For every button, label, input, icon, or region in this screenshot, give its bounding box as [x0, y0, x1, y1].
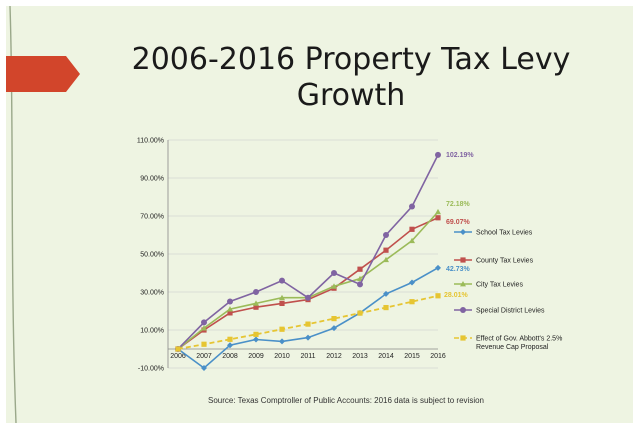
- data-point: [201, 365, 207, 371]
- data-point: [279, 300, 285, 306]
- data-point: [331, 316, 337, 322]
- data-point: [383, 256, 389, 263]
- slide-title: 2006-2016 Property Tax Levy Growth: [131, 42, 571, 113]
- legend-marker: [460, 257, 466, 263]
- data-label: 72.18%: [446, 201, 471, 208]
- y-tick-label: 10.00%: [140, 328, 164, 335]
- data-point: [201, 341, 207, 347]
- data-point: [253, 300, 259, 306]
- legend-label: Revenue Cap Proposal: [476, 344, 549, 351]
- data-point: [435, 215, 441, 221]
- line-chart: -10.00% 10.00% 30.00% 50.00% 70.00% 90.00% 110…: [137, 138, 562, 373]
- legend-label: Effect of Gov. Abbott's 2.5%: [476, 336, 562, 343]
- data-point: [253, 336, 259, 343]
- data-point: [409, 279, 415, 286]
- series-line: [177, 217, 439, 350]
- data-point: [227, 306, 233, 312]
- y-tick-label: 30.00%: [140, 290, 164, 297]
- data-point: [435, 264, 441, 271]
- x-tick-label: 2006: [170, 353, 186, 360]
- data-point: [279, 326, 285, 332]
- accent-arrow: [6, 56, 80, 92]
- source-note: Source: Texas Comptroller of Public Acco…: [208, 396, 484, 405]
- data-point: [227, 336, 233, 342]
- data-point: [383, 247, 389, 253]
- x-tick-label: 2008: [222, 353, 238, 360]
- data-point: [435, 151, 441, 158]
- x-tick-label: 2011: [300, 353, 315, 360]
- x-tick-label: 2007: [196, 353, 212, 360]
- data-point: [201, 319, 207, 326]
- data-point: [279, 294, 285, 301]
- data-point: [305, 294, 311, 301]
- data-point: [357, 266, 363, 272]
- data-point: [383, 304, 389, 311]
- data-point: [227, 310, 233, 316]
- legend-label: County Tax Levies: [476, 258, 534, 265]
- y-tick-label: 90.00%: [140, 176, 164, 183]
- y-tick-label: -10.00%: [138, 366, 164, 373]
- data-point: [279, 338, 285, 345]
- data-point: [331, 270, 337, 276]
- legend-marker: [460, 307, 466, 313]
- data-point: [279, 277, 285, 284]
- series-line: [177, 211, 439, 350]
- data-point: [253, 289, 259, 295]
- decorative-line: [9, 6, 17, 423]
- legend-label: City Tax Levies: [476, 282, 523, 289]
- data-point: [435, 293, 441, 299]
- data-label: 28.01%: [444, 292, 469, 299]
- data-label: 42.73%: [446, 266, 471, 273]
- x-tick-label: 2012: [326, 353, 342, 360]
- data-point: [253, 331, 259, 337]
- data-point: [331, 325, 337, 332]
- y-tick-label: 70.00%: [140, 214, 164, 221]
- legend-label: Special District Levies: [476, 308, 545, 315]
- data-point: [409, 299, 415, 305]
- legend-marker: [460, 335, 466, 341]
- data-label: 69.07%: [446, 219, 471, 226]
- data-point: [409, 203, 415, 210]
- series-line: [177, 154, 439, 350]
- data-point: [201, 325, 207, 331]
- x-tick-label: 2010: [274, 353, 290, 360]
- x-tick-label: 2016: [430, 353, 446, 360]
- data-point: [331, 283, 337, 289]
- data-point: [409, 237, 415, 244]
- legend-marker: [460, 281, 466, 287]
- x-tick-label: 2009: [248, 353, 264, 360]
- data-point: [357, 281, 363, 288]
- y-tick-label: 50.00%: [140, 252, 164, 259]
- x-tick-label: 2014: [378, 353, 394, 360]
- data-point: [409, 226, 415, 232]
- data-point: [305, 321, 311, 327]
- data-point: [435, 208, 441, 215]
- y-tick-label: 110.00%: [137, 138, 164, 145]
- slide: 2006-2016 Property Tax Levy Growth -10.0…: [6, 6, 633, 423]
- data-point: [227, 298, 233, 305]
- data-label: 102.19%: [446, 152, 474, 159]
- x-tick-label: 2013: [352, 353, 368, 360]
- x-tick-label: 2015: [404, 353, 420, 360]
- legend-label: School Tax Levies: [476, 230, 533, 237]
- data-point: [383, 232, 389, 238]
- data-point: [227, 342, 233, 349]
- data-point: [175, 346, 181, 352]
- data-point: [253, 304, 259, 310]
- data-point: [305, 334, 311, 341]
- data-point: [357, 275, 363, 282]
- data-point: [357, 310, 363, 316]
- legend-marker: [460, 229, 466, 235]
- data-point: [383, 290, 389, 297]
